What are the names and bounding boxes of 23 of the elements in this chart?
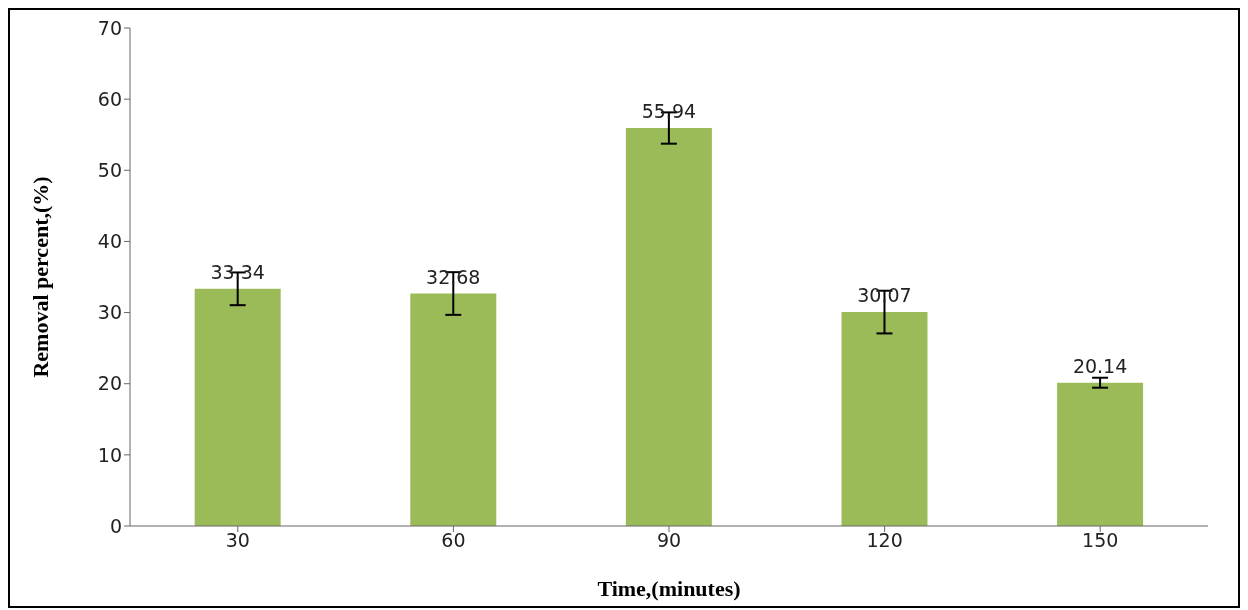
y-tick-label: 20: [97, 372, 122, 395]
x-tick-label: 90: [656, 529, 682, 552]
x-tick-label: 150: [1082, 529, 1119, 552]
x-tick-label: 30: [225, 529, 250, 552]
data-label: 20.14: [1072, 354, 1128, 377]
data-label: 55.94: [641, 100, 697, 123]
y-tick-label: 40: [97, 230, 122, 253]
y-axis-title: Removal percent,(%): [27, 176, 53, 378]
y-tick-label: 50: [97, 159, 122, 182]
y-tick-label: 30: [97, 301, 122, 324]
bar: [625, 128, 712, 526]
bar: [841, 312, 928, 526]
bar: [410, 293, 497, 526]
y-tick-label: 60: [97, 87, 122, 110]
x-tick-label: 120: [866, 529, 903, 552]
data-label: 33.34: [210, 260, 265, 283]
bar: [194, 288, 281, 526]
y-tick-label: 10: [97, 443, 122, 466]
y-tick-label: 0: [109, 514, 122, 537]
x-axis-title: Time,(minutes): [597, 576, 741, 601]
bar: [1057, 382, 1144, 526]
y-tick-label: 70: [97, 16, 122, 39]
x-tick-label: 60: [441, 529, 466, 552]
